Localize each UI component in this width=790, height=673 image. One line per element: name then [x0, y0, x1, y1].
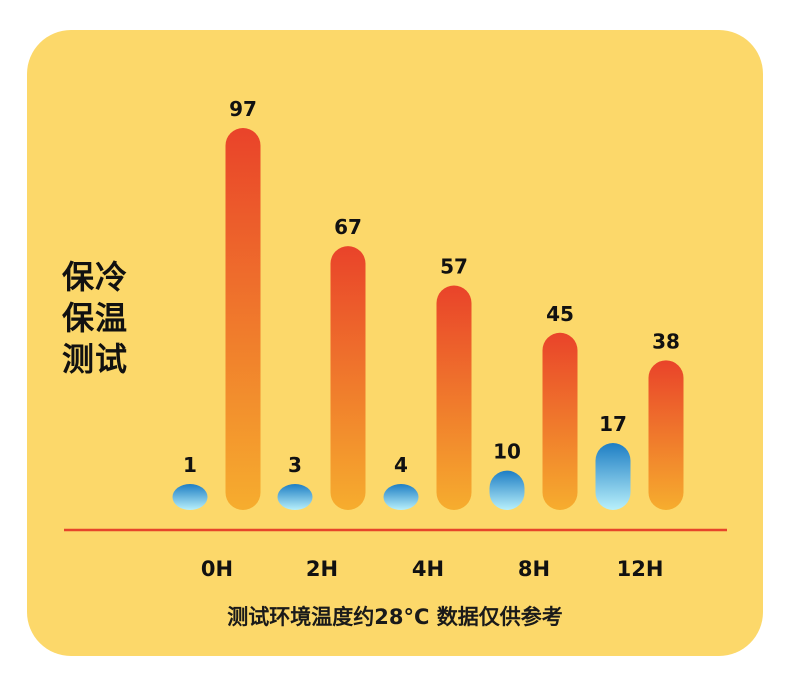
hot-bar	[436, 285, 472, 510]
data-label: 4	[394, 453, 408, 477]
cold-bar	[489, 470, 525, 510]
side-label-line-1: 保冷	[62, 258, 129, 296]
data-label: 3	[288, 453, 302, 477]
x-tick-label: 8H	[518, 557, 550, 581]
chart-card	[27, 30, 763, 656]
hot-bar	[542, 332, 578, 510]
cold-bar	[172, 484, 208, 510]
data-label: 97	[229, 97, 257, 121]
hot-bar	[648, 360, 684, 510]
hot-bar	[225, 128, 261, 510]
side-label-line-3: 测试	[62, 340, 129, 378]
data-label: 67	[334, 215, 362, 239]
data-label: 10	[493, 440, 521, 464]
x-tick-label: 0H	[201, 557, 233, 581]
side-label: 保冷 保温 测试	[62, 257, 152, 380]
side-label-line-2: 保温	[62, 299, 129, 337]
data-label: 38	[652, 329, 680, 353]
data-label: 1	[183, 453, 197, 477]
x-tick-label: 4H	[412, 557, 444, 581]
data-label: 57	[440, 255, 468, 279]
cold-bar	[595, 443, 631, 510]
data-label: 45	[546, 302, 574, 326]
footer-note: 测试环境温度约28°C 数据仅供参考	[227, 605, 563, 629]
hot-bar	[330, 246, 366, 510]
x-tick-label: 2H	[306, 557, 338, 581]
x-tick-label: 12H	[617, 557, 664, 581]
data-label: 17	[599, 412, 627, 436]
cold-bar	[277, 484, 313, 510]
cold-bar	[383, 484, 419, 510]
